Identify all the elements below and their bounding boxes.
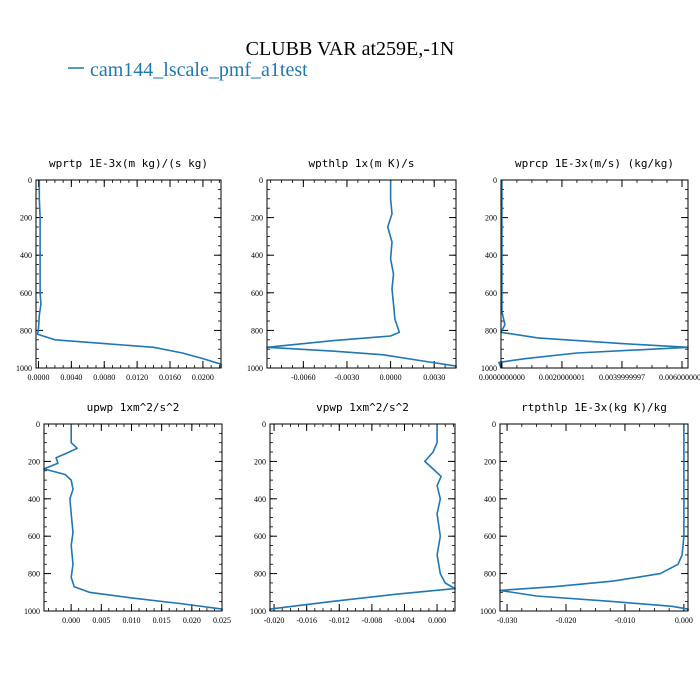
series-line (269, 424, 456, 611)
x-tick-label: 0.020 (183, 616, 201, 625)
x-tick-label: 0.0160 (159, 373, 181, 382)
x-tick-label: -0.010 (615, 616, 636, 625)
plot-frame (43, 423, 223, 612)
y-tick-label: 200 (485, 214, 497, 223)
y-tick-label: 0 (28, 176, 32, 185)
panel-6: rtpthlp 1E-3x(kg K)/kg02004006008001000-… (480, 401, 693, 625)
y-tick-label: 800 (254, 570, 266, 579)
y-tick-label: 0 (493, 176, 497, 185)
x-tick-label: 0.0040 (60, 373, 82, 382)
x-tick-label: 0.0200 (192, 373, 214, 382)
y-tick-label: 200 (484, 457, 496, 466)
panel-title: vpwp 1xm^2/s^2 (316, 401, 409, 414)
panel-title: rtpthlp 1E-3x(kg K)/kg (521, 401, 667, 414)
legend-label: cam144_lscale_pmf_a1test (90, 59, 308, 81)
y-tick-label: 1000 (481, 364, 497, 373)
x-tick-label: 0.0020000001 (539, 373, 585, 382)
x-tick-label: 0.000 (62, 616, 80, 625)
x-tick-label: 0.000 (675, 616, 693, 625)
x-tick-label: 0.0039999997 (599, 373, 645, 382)
series-line (498, 180, 689, 369)
panel-title: wprtp 1E-3x(m kg)/(s kg) (49, 157, 208, 170)
plot-frame (499, 423, 689, 612)
x-tick-label: -0.012 (329, 616, 350, 625)
y-tick-label: 0 (492, 420, 496, 429)
x-tick-label: -0.020 (556, 616, 577, 625)
x-tick-label: 0.025 (213, 616, 231, 625)
y-tick-label: 0 (36, 420, 40, 429)
y-tick-label: 1000 (16, 364, 32, 373)
series-line (43, 424, 223, 611)
panel-2: wpthlp 1x(m K)/s 0 200 400 600 800 1000 -0.0060… (247, 157, 457, 382)
plot-frame (269, 423, 456, 612)
panel-title: upwp 1xm^2/s^2 (87, 401, 180, 414)
y-tick-label: 600 (254, 532, 266, 541)
x-tick-label: -0.0060 (291, 373, 316, 382)
panel-title: wpthlp 1x(m K)/s (309, 157, 415, 170)
y-tick-label: 600 (251, 289, 263, 298)
y-tick-label: 600 (485, 289, 497, 298)
y-tick-label: 0 (259, 176, 263, 185)
panel-5: vpwp 1xm^2/s^2 0 200 400 600 800 1000-0.020 -0.… (250, 401, 456, 625)
panel-3: wprcp 1E-3x(m/s) (kg/kg) 0 200 400 600 800 100… (479, 157, 700, 382)
x-tick-label: 0.0000 (27, 373, 49, 382)
panel-1: wprtp 1E-3x(m kg)/(s kg) 0 200 400 600 800 100… (16, 157, 222, 382)
x-tick-label: 0.0000000000 (479, 373, 525, 382)
y-tick-label: 400 (20, 251, 32, 260)
plot-frame (35, 179, 222, 369)
x-tick-label: 0.0000 (380, 373, 402, 382)
x-tick-label: 0.0120 (126, 373, 148, 382)
y-tick-label: 0 (262, 420, 266, 429)
panel-4: upwp 1xm^2/s^2 0 200 400 600 800 1000 0.000 0.00… (24, 401, 231, 625)
y-tick-label: 400 (484, 495, 496, 504)
x-tick-label: -0.0030 (335, 373, 360, 382)
x-tick-label: 0.0060000001 (659, 373, 700, 382)
y-tick-label: 400 (254, 495, 266, 504)
y-tick-label: 600 (28, 532, 40, 541)
x-tick-label: 0.015 (153, 616, 171, 625)
x-tick-label: 0.0080 (93, 373, 115, 382)
series-line (36, 180, 222, 368)
y-tick-label: 800 (251, 326, 263, 335)
x-tick-label: 0.000 (428, 616, 446, 625)
y-tick-label: 1000 (250, 607, 266, 616)
y-tick-label: 800 (484, 570, 496, 579)
y-tick-label: 600 (20, 289, 32, 298)
y-tick-label: 800 (28, 570, 40, 579)
chart-panels: wprtp 1E-3x(m kg)/(s kg) 0 200 400 600 800 100… (16, 157, 700, 625)
series-line (499, 424, 689, 611)
x-tick-label: -0.008 (362, 616, 383, 625)
y-tick-label: 1000 (480, 607, 496, 616)
x-tick-label: 0.0030 (423, 373, 445, 382)
y-tick-label: 200 (28, 457, 40, 466)
x-tick-label: -0.016 (296, 616, 317, 625)
x-tick-label: -0.020 (264, 616, 285, 625)
y-tick-label: 200 (20, 214, 32, 223)
legend: cam144_lscale_pmf_a1test (68, 59, 308, 81)
plot-frame (266, 179, 457, 369)
y-tick-label: 1000 (24, 607, 40, 616)
y-tick-label: 800 (485, 326, 497, 335)
figure-title: CLUBB VAR at259E,-1N (246, 38, 455, 60)
series-line (266, 180, 457, 368)
y-tick-label: 400 (28, 495, 40, 504)
y-tick-label: 400 (251, 251, 263, 260)
panel-title: wprcp 1E-3x(m/s) (kg/kg) (515, 157, 674, 170)
x-tick-label: 0.010 (122, 616, 140, 625)
x-tick-label: -0.004 (394, 616, 415, 625)
y-tick-label: 600 (484, 532, 496, 541)
y-tick-label: 1000 (247, 364, 263, 373)
y-tick-label: 400 (485, 251, 497, 260)
plot-frame (500, 179, 689, 369)
y-tick-label: 200 (251, 214, 263, 223)
x-tick-label: 0.005 (92, 616, 110, 625)
y-tick-label: 800 (20, 326, 32, 335)
y-tick-label: 200 (254, 457, 266, 466)
x-tick-label: -0.030 (497, 616, 518, 625)
